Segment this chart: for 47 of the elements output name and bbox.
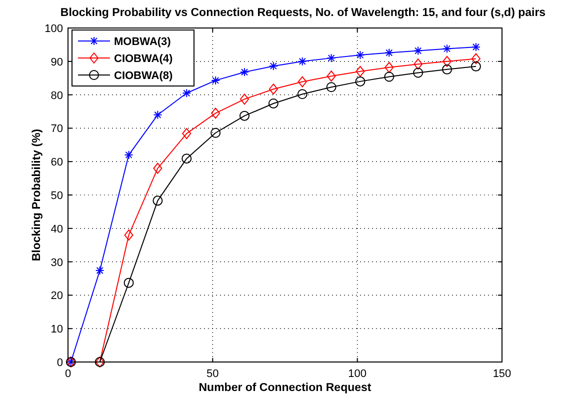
point xyxy=(240,94,249,105)
y-tick-label: 100 xyxy=(44,23,63,35)
point xyxy=(470,61,481,72)
y-tick-label: 50 xyxy=(50,190,63,202)
y-tick-label: 30 xyxy=(50,256,63,269)
x-tick-label: 100 xyxy=(348,368,367,380)
point xyxy=(384,62,394,73)
point xyxy=(356,66,365,77)
point xyxy=(471,53,480,64)
legend-label: MOBWA(3) xyxy=(114,36,172,48)
point xyxy=(442,56,452,67)
point xyxy=(326,70,336,82)
point xyxy=(297,89,308,100)
x-axis-title: Number of Connection Request xyxy=(198,382,372,394)
chart-title: Blocking Probability vs Connection Requests, No. of Wavelength: 15, and four (s,d) pairs xyxy=(60,7,546,19)
legend-label: CIOBWA(4) xyxy=(114,53,173,65)
point xyxy=(124,230,134,241)
point xyxy=(442,64,452,74)
point xyxy=(239,110,250,121)
point xyxy=(414,58,423,70)
x-tick-label: 50 xyxy=(206,368,219,380)
y-tick-label: 60 xyxy=(50,156,63,169)
y-tick-label: 70 xyxy=(50,123,63,136)
point xyxy=(153,162,162,174)
y-axis-title: Blocking Probability (%) xyxy=(31,128,43,262)
y-tick-label: 10 xyxy=(50,324,63,336)
point xyxy=(326,82,336,92)
point xyxy=(182,154,192,164)
point xyxy=(384,72,394,82)
x-tick-label: 150 xyxy=(492,368,512,380)
point xyxy=(210,128,221,138)
point xyxy=(211,108,220,119)
point xyxy=(355,76,366,86)
point xyxy=(268,98,278,108)
point xyxy=(268,84,278,95)
y-tick-label: 0 xyxy=(56,357,63,369)
point xyxy=(182,128,192,140)
y-tick-label: 20 xyxy=(50,290,63,302)
point xyxy=(124,278,134,288)
y-tick-label: 40 xyxy=(50,223,63,236)
x-tick-label: 0 xyxy=(64,368,72,380)
y-tick-label: 90 xyxy=(50,56,63,68)
point xyxy=(413,68,424,78)
point xyxy=(298,76,307,88)
legend-label: CIOBWA(8) xyxy=(114,70,173,82)
y-tick-label: 80 xyxy=(50,90,63,102)
point xyxy=(152,196,163,206)
